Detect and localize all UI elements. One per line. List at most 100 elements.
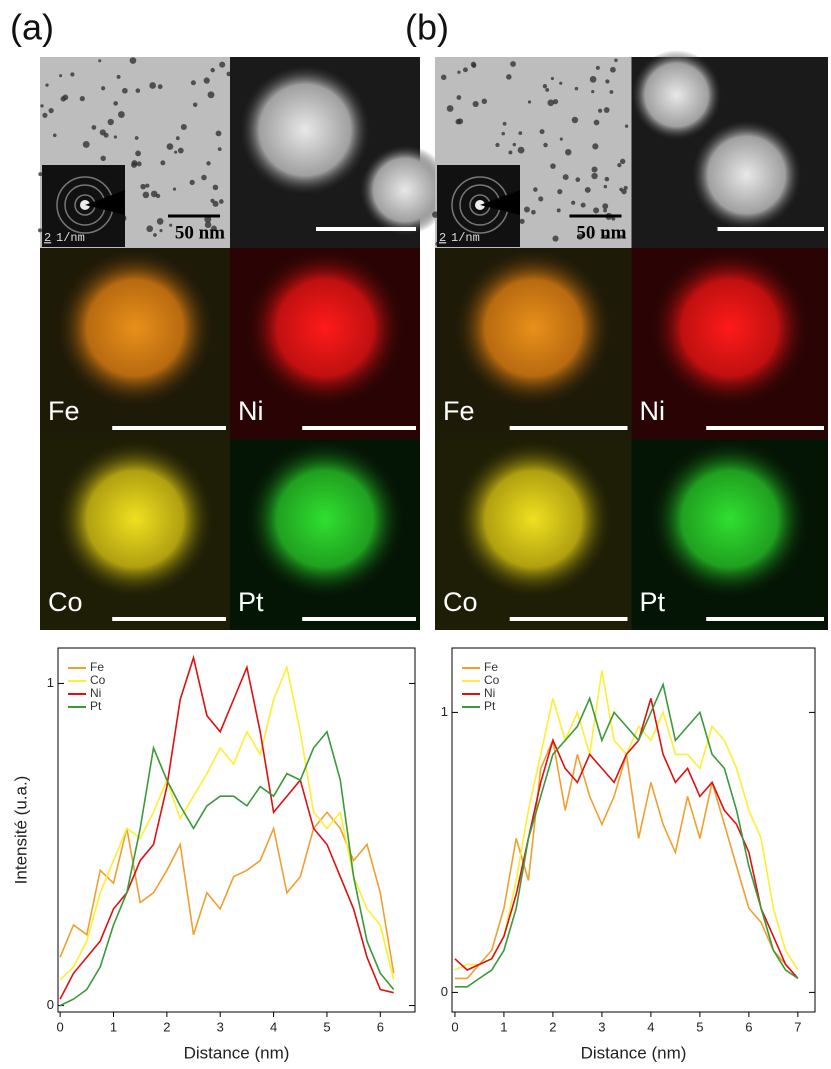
- particle: [559, 81, 563, 85]
- particle: [169, 223, 173, 227]
- x-tick-label: 5: [323, 1019, 330, 1034]
- particle: [100, 155, 106, 162]
- particle: [557, 189, 563, 195]
- x-tick-label: 7: [794, 1019, 801, 1034]
- legend-label: Ni: [90, 686, 101, 700]
- particle: [603, 208, 607, 213]
- particle: [547, 99, 555, 107]
- element-label: Co: [48, 587, 83, 617]
- map-particle: [55, 439, 215, 599]
- particle: [48, 107, 54, 114]
- particle: [556, 208, 561, 213]
- particle: [589, 76, 597, 83]
- x-tick-label: 0: [451, 1019, 458, 1034]
- particle: [614, 58, 618, 63]
- beam-stop: [85, 190, 125, 215]
- particle: [603, 184, 608, 189]
- particle: [70, 72, 75, 77]
- particle: [571, 200, 576, 205]
- particle: [440, 74, 447, 81]
- particle: [190, 80, 196, 86]
- series-line: [59, 654, 394, 1000]
- particle: [219, 61, 226, 68]
- panel-label: (b): [405, 7, 449, 48]
- particle: [146, 225, 154, 233]
- legend-label: Pt: [90, 699, 102, 713]
- legend-label: Ni: [484, 686, 495, 700]
- particle: [595, 65, 600, 70]
- y-tick-label: 1: [441, 704, 448, 719]
- x-axis-label: Distance (nm): [184, 1043, 290, 1062]
- particle: [543, 142, 548, 148]
- particle: [131, 162, 137, 168]
- beam-stop: [480, 190, 520, 215]
- x-tick-label: 0: [57, 1019, 64, 1034]
- particle: [149, 82, 156, 89]
- series-line: [454, 698, 799, 979]
- particle: [212, 200, 219, 207]
- particle: [129, 57, 137, 64]
- particle: [550, 163, 556, 169]
- particle: [174, 150, 178, 154]
- x-axis-label: Distance (nm): [581, 1043, 687, 1062]
- x-tick-label: 3: [217, 1019, 224, 1034]
- particle: [565, 148, 572, 156]
- x-tick-label: 6: [745, 1019, 752, 1034]
- series-line: [454, 670, 799, 971]
- particle: [113, 101, 118, 106]
- particle: [180, 124, 187, 131]
- particle: [207, 91, 215, 99]
- legend-label: Fe: [484, 660, 498, 674]
- particle: [591, 172, 598, 180]
- particle: [226, 71, 232, 77]
- scale-label: 50 nm: [576, 222, 626, 243]
- particle: [98, 59, 102, 63]
- particle: [593, 207, 600, 214]
- particle: [605, 79, 610, 84]
- particle: [575, 177, 581, 183]
- particle: [60, 96, 66, 102]
- particle: [603, 107, 610, 113]
- y-axis-label: Intensité (u.a.): [11, 776, 30, 885]
- particle: [118, 111, 125, 118]
- particle: [201, 174, 207, 181]
- haadf-particle: [691, 120, 802, 230]
- particle: [37, 228, 43, 233]
- particle: [136, 161, 142, 167]
- particle: [495, 142, 500, 148]
- legend-label: Pt: [484, 699, 496, 713]
- diffraction-scale: 2: [439, 231, 446, 245]
- particle: [538, 196, 544, 202]
- element-label: Pt: [238, 587, 264, 617]
- particle: [217, 147, 222, 152]
- y-tick-label: 1: [47, 675, 54, 690]
- particle: [517, 146, 525, 154]
- particle: [542, 84, 548, 89]
- particle: [432, 211, 439, 218]
- particle: [38, 172, 43, 177]
- particle: [512, 142, 517, 147]
- plot-frame: [57, 647, 416, 1013]
- particle: [609, 90, 614, 94]
- particle: [40, 104, 44, 108]
- particle: [159, 229, 163, 233]
- particle: [446, 105, 454, 112]
- particle: [576, 233, 584, 240]
- particle: [122, 87, 128, 94]
- particle: [591, 90, 595, 94]
- particle: [210, 67, 215, 73]
- particle: [175, 136, 180, 141]
- particle: [166, 143, 174, 150]
- x-tick-label: 2: [549, 1019, 556, 1034]
- map-particle: [453, 439, 614, 599]
- series-line: [59, 811, 395, 974]
- particle: [623, 185, 628, 190]
- particle: [559, 137, 563, 141]
- particle: [552, 98, 559, 105]
- particle: [598, 108, 603, 113]
- particle: [82, 140, 90, 148]
- panel-label: (a): [10, 7, 54, 48]
- particle: [456, 95, 462, 100]
- particle: [617, 163, 622, 168]
